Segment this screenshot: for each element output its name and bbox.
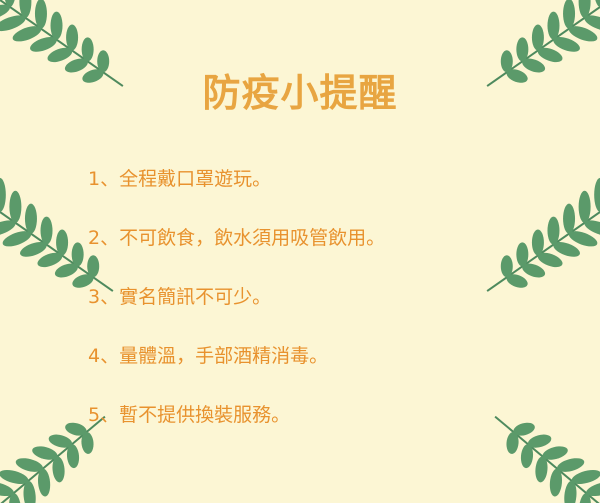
list-item: 2、不可飲食，飲水須用吸管飲用。 <box>88 227 386 249</box>
leaf-branch-icon <box>0 177 114 292</box>
leaf-branch-icon <box>0 0 124 87</box>
leaf-branch-icon <box>494 415 600 503</box>
leaf-branch-icon <box>0 415 106 503</box>
list-item: 4、量體溫，手部酒精消毒。 <box>88 345 329 367</box>
leaf-branch-icon <box>486 177 600 292</box>
list-item: 3、實名簡訊不可少。 <box>88 286 272 308</box>
list-item: 1、全程戴口罩遊玩。 <box>88 168 272 190</box>
page-title: 防疫小提醒 <box>202 71 398 115</box>
reminder-list: 1、全程戴口罩遊玩。 2、不可飲食，飲水須用吸管飲用。 3、實名簡訊不可少。 4… <box>88 164 385 459</box>
leaf-branch-icon <box>486 0 600 87</box>
list-item: 5、暫不提供換裝服務。 <box>88 404 291 426</box>
